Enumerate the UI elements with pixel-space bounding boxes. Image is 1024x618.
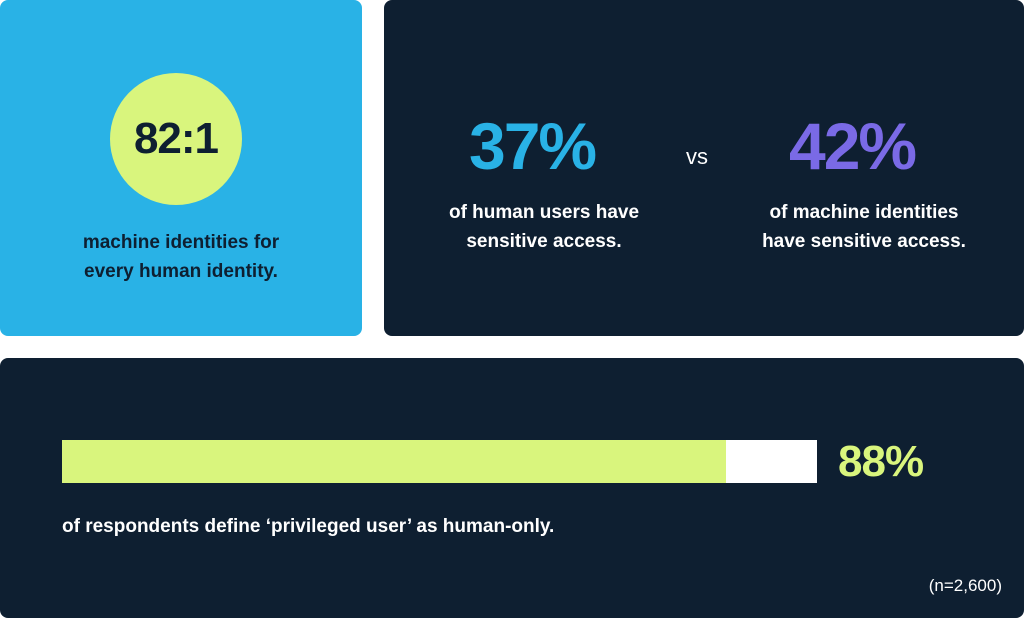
vs-separator: vs	[686, 144, 708, 169]
human-caption-line1: of human users have	[448, 202, 640, 223]
machine-caption-line1: of machine identities	[769, 202, 959, 223]
machine-access-caption: of machine identities have sensitive acc…	[744, 198, 984, 256]
human-caption-line2: sensitive access.	[466, 231, 622, 252]
human-access-stat: 37%	[469, 109, 597, 183]
machine-caption-line2: have sensitive access.	[762, 231, 966, 252]
ratio-card: 82:1 machine identities for every human …	[0, 0, 362, 336]
ratio-circle: 82:1	[110, 73, 242, 205]
privileged-user-caption: of respondents define ‘privileged user’ …	[62, 516, 555, 537]
privileged-user-card	[0, 358, 1024, 618]
ratio-caption-line1: machine identities for	[82, 232, 280, 253]
progress-value: 88%	[838, 437, 924, 486]
ratio-caption-line2: every human identity.	[84, 261, 278, 282]
progress-bar-track	[62, 440, 817, 483]
ratio-caption: machine identities for every human ident…	[0, 228, 362, 286]
comparison-card	[384, 0, 1024, 336]
human-access-caption: of human users have sensitive access.	[424, 198, 664, 256]
ratio-value: 82:1	[133, 114, 219, 163]
machine-access-stat: 42%	[789, 109, 917, 183]
progress-bar-fill	[62, 440, 727, 483]
sample-size-note: (n=2,600)	[928, 576, 1002, 595]
